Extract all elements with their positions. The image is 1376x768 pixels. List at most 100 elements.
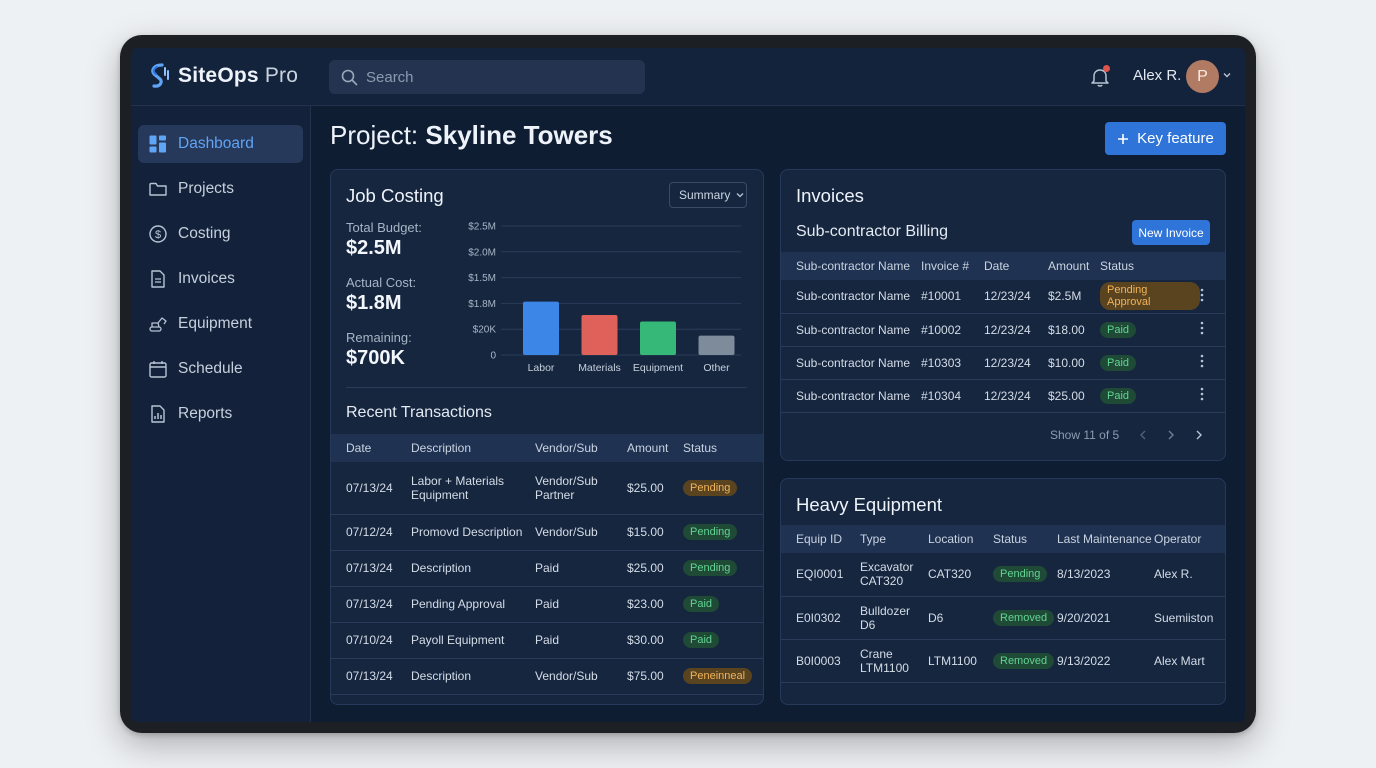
calendar-icon <box>149 361 167 378</box>
column-header[interactable]: Status <box>1100 259 1135 273</box>
chevron-down-icon[interactable] <box>1223 71 1231 79</box>
table-row[interactable]: 07/13/24 Description Paid $25.00 Pending <box>331 550 763 587</box>
table-row[interactable]: 07/13/24 Description Vendor/Sub $75.00 Penei… <box>331 658 763 695</box>
more-vertical-icon[interactable] <box>1200 354 1204 368</box>
transaction-date: 07/10/24 <box>331 622 411 659</box>
table-row[interactable]: 07/13/24 Pending Approval Paid $23.00 Paid <box>331 586 763 623</box>
more-vertical-icon[interactable] <box>1200 321 1204 335</box>
heavy-equipment-title: Heavy Equipment <box>796 494 943 515</box>
notification-dot <box>1103 65 1110 72</box>
table-row[interactable]: E0I0302 Bulldozer D6 D6 Removed 9/20/2021 Sue… <box>781 596 1225 640</box>
bar-other[interactable] <box>698 335 735 355</box>
column-header[interactable]: Type <box>860 532 887 546</box>
sidebar-item-costing[interactable]: $ Costing <box>138 215 303 253</box>
table-row[interactable]: Sub-contractor Name #10002 12/23/24 $18.00 P… <box>781 313 1225 347</box>
more-vertical-icon[interactable] <box>1200 288 1204 302</box>
sidebar-item-dashboard[interactable]: Dashboard <box>138 125 303 163</box>
table-row[interactable]: 07/10/24 Payoll Equipment Paid $30.00 Paid <box>331 622 763 659</box>
brand-logo[interactable]: SiteOps Pro <box>145 62 298 90</box>
recent-transactions-title: Recent Transactions <box>346 404 492 421</box>
document-icon <box>151 270 165 288</box>
x-tick-label: Materials <box>578 362 621 374</box>
table-header-row: Date Description Vendor/Sub Amount Statu… <box>331 434 763 462</box>
actual-cost-value: $1.8M <box>346 292 402 314</box>
transaction-vendor: Vendor/Sub Partner <box>535 462 627 515</box>
transaction-status: Peneinneal <box>683 658 763 695</box>
transactions-header-bg <box>331 434 763 462</box>
column-header[interactable]: Sub-contractor Name <box>796 259 911 273</box>
summary-dropdown[interactable]: Summary <box>669 182 747 208</box>
table-row[interactable]: Sub-contractor Name #10304 12/23/24 $25.00 P… <box>781 379 1225 413</box>
key-feature-button[interactable]: Key feature <box>1105 122 1226 155</box>
avatar[interactable]: P <box>1186 60 1219 93</box>
column-header[interactable]: Location <box>928 532 974 546</box>
transaction-vendor: Vendor/Sub <box>535 658 627 695</box>
bar-labor[interactable] <box>523 301 559 355</box>
table-header-row: Equip ID Type Location Status Last Maint… <box>781 525 1225 553</box>
equip-type: Excavator CAT320 <box>860 553 928 597</box>
equip-type: Crane LTM1100 <box>860 639 928 683</box>
sidebar-item-schedule[interactable]: Schedule <box>138 350 303 388</box>
transaction-description: Description <box>411 550 535 587</box>
notifications-button[interactable] <box>1089 65 1111 88</box>
column-header[interactable]: Amount <box>1048 259 1090 273</box>
sidebar-item-reports[interactable]: Reports <box>138 395 303 433</box>
chevron-right-icon[interactable] <box>1195 430 1203 440</box>
chevron-right-icon[interactable] <box>1167 430 1175 440</box>
invoice-number: #10001 <box>921 280 984 314</box>
dashboard-icon <box>149 135 166 153</box>
equip-location: CAT320 <box>928 553 993 597</box>
actual-cost-label: Actual Cost: <box>346 275 417 290</box>
invoice-status: Paid <box>1100 346 1200 380</box>
y-tick-label: 0 <box>490 351 496 362</box>
column-header[interactable]: Equip ID <box>796 532 843 546</box>
row-actions[interactable] <box>1200 379 1225 413</box>
column-header[interactable]: Last Maintenance <box>1057 532 1152 546</box>
sidebar-item-label: Schedule <box>178 360 243 377</box>
column-header[interactable]: Amount <box>627 441 669 455</box>
table-row[interactable]: 07/12/24 Promovd Description Vendor/Sub $15… <box>331 514 763 551</box>
bar-equipment[interactable] <box>640 321 676 355</box>
equip-operator: Alex R. <box>1154 553 1225 597</box>
column-header[interactable]: Status <box>683 441 718 455</box>
transaction-amount: $25.00 <box>627 462 683 515</box>
invoice-date: 12/23/24 <box>984 280 1048 314</box>
column-header[interactable]: Date <box>346 441 372 455</box>
chevron-left-icon[interactable] <box>1139 430 1147 440</box>
bar-materials[interactable] <box>581 315 618 355</box>
y-tick-label: $1.5M <box>468 273 496 284</box>
column-header[interactable]: Description <box>411 441 472 455</box>
heavy-equipment-panel: Heavy Equipment Equip ID Type Location S… <box>780 478 1226 705</box>
table-row[interactable]: B0I0003 Crane LTM1100 LTM1100 Removed 9/13/2… <box>781 639 1225 683</box>
user-name[interactable]: Alex R. <box>1133 67 1182 84</box>
more-vertical-icon[interactable] <box>1200 387 1204 401</box>
column-header[interactable]: Status <box>993 532 1028 546</box>
column-header[interactable]: Operator <box>1154 532 1202 546</box>
new-invoice-button[interactable]: New Invoice <box>1132 220 1210 245</box>
transaction-description: Description <box>411 658 535 695</box>
status-badge: Paid <box>1100 321 1137 338</box>
invoice-date: 12/23/24 <box>984 313 1048 347</box>
equip-status: Pending <box>993 553 1057 597</box>
row-actions[interactable] <box>1200 280 1225 314</box>
search-input[interactable] <box>366 68 626 86</box>
column-header[interactable]: Invoice # <box>921 259 970 273</box>
status-badge: Pending <box>683 560 738 576</box>
table-row[interactable]: EQI0001 Excavator CAT320 CAT320 Pending 8/13… <box>781 553 1225 597</box>
row-actions[interactable] <box>1200 313 1225 347</box>
table-row[interactable]: Sub-contractor Name #10303 12/23/24 $10.00 P… <box>781 346 1225 380</box>
sidebar-item-invoices[interactable]: Invoices <box>138 260 303 298</box>
column-header[interactable]: Date <box>984 259 1010 273</box>
invoice-date: 12/23/24 <box>984 379 1048 413</box>
column-header[interactable]: Vendor/Sub <box>535 441 598 455</box>
search-bar[interactable] <box>329 60 645 94</box>
table-row[interactable]: 07/13/24 Labor + Materials Equipment Vendo… <box>331 462 763 515</box>
row-actions[interactable] <box>1200 346 1225 380</box>
sidebar-item-projects[interactable]: Projects <box>138 170 303 208</box>
table-row[interactable]: Sub-contractor Name #10001 12/23/24 $2.5M Pe… <box>781 280 1225 314</box>
equip-last-maintenance: 9/13/2022 <box>1057 639 1154 683</box>
status-badge: Removed <box>993 609 1055 626</box>
status-badge: Paid <box>1100 354 1137 371</box>
invoice-number: #10002 <box>921 313 984 347</box>
sidebar-item-equipment[interactable]: Equipment <box>138 305 303 343</box>
